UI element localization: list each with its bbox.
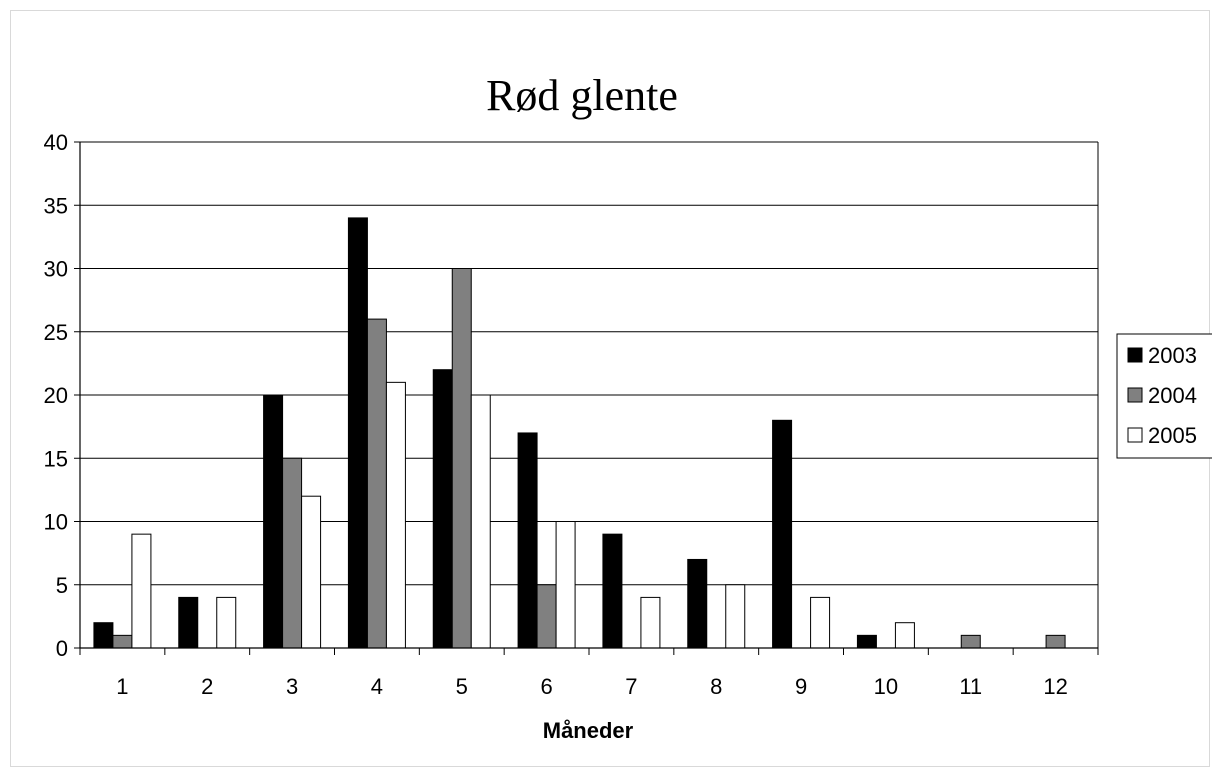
bar-2003-2 — [178, 596, 199, 649]
x-tick-label: 3 — [286, 674, 298, 699]
y-tick-label: 5 — [56, 573, 68, 598]
bar-2005-4 — [385, 381, 406, 649]
bar-2004-4 — [366, 318, 387, 649]
legend: 2003 2004 2005 — [1116, 333, 1212, 459]
bar-2003-6 — [517, 432, 538, 649]
x-tick-label: 5 — [456, 674, 468, 699]
bar-2003-9 — [772, 419, 793, 649]
bar-2003-3 — [263, 394, 284, 649]
gridlines — [80, 141, 1099, 648]
legend-label-2003: 2003 — [1148, 343, 1197, 368]
bar-2003-1 — [93, 622, 114, 649]
chart-title: Rød glente — [486, 71, 678, 120]
bar-2005-5 — [470, 394, 491, 649]
axes — [74, 141, 1099, 655]
x-tick-label: 11 — [959, 674, 982, 699]
y-tick-label: 30 — [44, 257, 68, 282]
bar-2004-3 — [282, 457, 303, 649]
bar-2005-3 — [301, 495, 322, 649]
x-tick-label: 2 — [201, 674, 213, 699]
bar-2003-8 — [687, 558, 708, 649]
legend-swatch-2004 — [1127, 387, 1143, 403]
bars — [93, 217, 1066, 649]
bar-2005-9 — [810, 596, 831, 649]
x-axis-label: Måneder — [543, 718, 634, 743]
bar-2003-7 — [602, 533, 623, 649]
x-tick-label: 6 — [540, 674, 552, 699]
x-tick-label: 12 — [1043, 674, 1067, 699]
x-tick-label: 1 — [116, 674, 128, 699]
bar-2003-4 — [347, 217, 368, 649]
bar-2004-6 — [536, 584, 557, 649]
legend-label-2004: 2004 — [1148, 383, 1197, 408]
y-tick-label: 25 — [44, 320, 68, 345]
legend-swatch-2005 — [1127, 427, 1143, 443]
bar-2004-5 — [451, 268, 472, 649]
bar-2005-10 — [894, 622, 915, 649]
bar-2005-2 — [216, 596, 237, 649]
bar-2005-7 — [640, 596, 661, 649]
y-tick-label: 0 — [56, 636, 68, 661]
bar-2003-5 — [432, 369, 453, 649]
x-tick-label: 8 — [710, 674, 722, 699]
x-tick-label: 9 — [795, 674, 807, 699]
y-tick-labels: 0 5 10 15 20 25 30 35 40 — [44, 130, 68, 661]
bar-2004-11 — [960, 634, 981, 649]
bar-2005-8 — [725, 584, 746, 649]
x-tick-label: 7 — [625, 674, 637, 699]
y-tick-label: 35 — [44, 193, 68, 218]
bar-2004-1 — [112, 634, 133, 649]
y-tick-label: 20 — [44, 383, 68, 408]
bar-2004-12 — [1045, 634, 1066, 649]
legend-swatch-2003 — [1127, 347, 1143, 363]
bar-2005-6 — [555, 521, 576, 649]
y-tick-label: 40 — [44, 130, 68, 155]
x-tick-label: 10 — [874, 674, 898, 699]
x-tick-labels: 1 2 3 4 5 6 7 8 9 10 11 12 — [116, 674, 1068, 699]
y-tick-label: 10 — [44, 510, 68, 535]
bar-2005-1 — [131, 533, 152, 649]
bar-2003-10 — [856, 634, 877, 649]
y-tick-label: 15 — [44, 446, 68, 471]
x-tick-label: 4 — [371, 674, 383, 699]
legend-label-2005: 2005 — [1148, 423, 1197, 448]
